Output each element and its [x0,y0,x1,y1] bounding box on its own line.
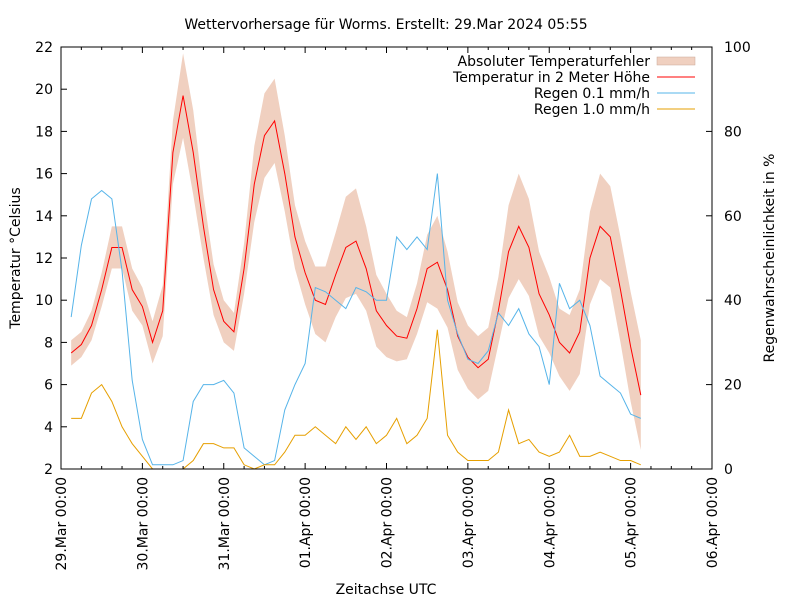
y-tick-label: 10 [35,293,53,309]
y-tick-label: 4 [44,420,53,436]
x-tick-label: 06.Apr 00:00 [705,477,721,568]
error-band-layer [71,53,641,451]
legend-label: Absoluter Temperaturfehler [458,54,651,70]
x-tick-label: 03.Apr 00:00 [461,477,477,568]
y2-tick-label: 80 [724,124,742,140]
y-tick-label: 20 [35,82,53,98]
legend-label: Temperatur in 2 Meter Höhe [452,70,650,86]
x-axis-label: Zeitachse UTC [336,582,437,598]
y-tick-label: 12 [35,251,53,267]
x-tick-label: 01.Apr 00:00 [298,477,314,568]
y2-tick-label: 60 [724,209,742,225]
y-tick-label: 6 [44,378,53,394]
y-tick-label: 16 [35,167,53,183]
y2-tick-label: 100 [724,40,751,56]
x-tick-label: 05.Apr 00:00 [624,477,640,568]
temperature-error-band [71,53,641,451]
axes-layer: 2 4 6 8 10 12 14 16 18 20 22 0 20 40 60 80 100 29.Mar 00:… [35,40,751,570]
chart-title: Wettervorhersage für Worms. Erstellt: 29… [184,17,587,33]
y-tick-label: 8 [44,335,53,351]
y-tick-label: 2 [44,462,53,478]
legend-label: Regen 1.0 mm/h [534,102,650,118]
y-tick-label: 18 [35,124,53,140]
y-tick-label: 22 [35,40,53,56]
y2-tick-label: 40 [724,293,742,309]
series-line-temperatur-in-2-meter-h-he [70,95,642,396]
y-axis-label: Temperatur °Celsius [8,187,24,329]
y2-axis-label: Regenwahrscheinlichkeit in % [762,154,778,363]
legend-swatch [656,56,696,66]
x-tick-label: 29.Mar 00:00 [54,477,70,570]
legend-label: Regen 0.1 mm/h [534,86,650,102]
x-tick-label: 31.Mar 00:00 [217,477,233,570]
x-tick-label: 30.Mar 00:00 [135,477,151,570]
x-tick-label: 04.Apr 00:00 [542,477,558,568]
x-tick-label: 02.Apr 00:00 [380,477,396,568]
y2-tick-label: 0 [724,462,733,478]
y-tick-label: 14 [35,209,53,225]
y2-tick-label: 20 [724,378,742,394]
series-line-regen-0-1-mm-h [70,173,641,466]
